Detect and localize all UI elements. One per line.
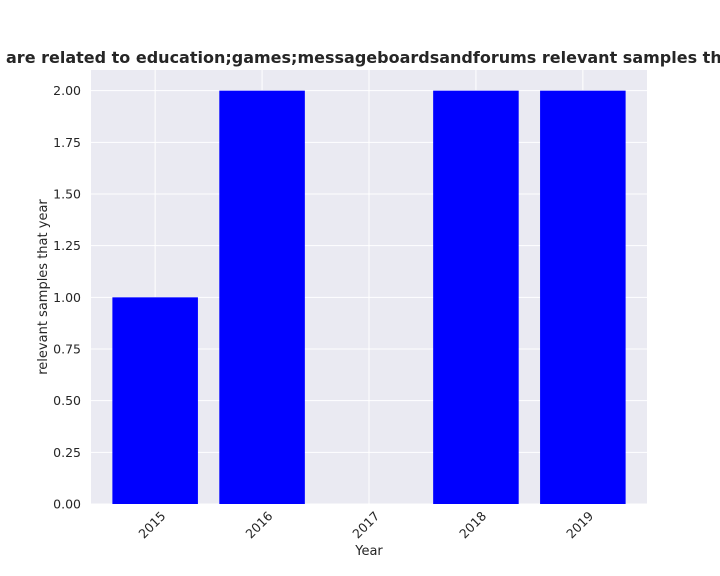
bar-2019 [540, 90, 626, 505]
x-tick-label: 2017 [349, 508, 382, 541]
y-tick-label: 1.50 [53, 187, 81, 202]
x-tick-label: 2016 [242, 508, 275, 541]
y-tick-label: 0.75 [53, 342, 81, 357]
bar-2018 [433, 90, 519, 505]
y-tick-label: 0.00 [53, 497, 81, 512]
y-tick-label: 1.75 [53, 135, 81, 150]
y-axis-label: relevant samples that year [36, 199, 51, 375]
bars [112, 90, 626, 505]
x-tick-label: 2015 [135, 508, 168, 541]
x-axis-label: Year [354, 544, 383, 559]
x-tick-labels: 2015 2016 2017 2018 2019 [135, 508, 596, 541]
y-tick-label: 1.00 [53, 290, 81, 305]
y-tick-label: 0.25 [53, 445, 81, 460]
x-tick-label: 2019 [563, 508, 596, 541]
y-tick-labels: 0.00 0.25 0.50 0.75 1.00 1.25 1.50 1.75 2.00 [53, 83, 81, 511]
y-tick-label: 0.50 [53, 393, 81, 408]
bar-2015 [112, 297, 198, 504]
chart-title: are related to education;games;messagebo… [6, 48, 720, 67]
x-tick-label: 2018 [456, 508, 489, 541]
bar-2016 [219, 90, 305, 505]
y-tick-label: 1.25 [53, 238, 81, 253]
y-tick-label: 2.00 [53, 83, 81, 98]
